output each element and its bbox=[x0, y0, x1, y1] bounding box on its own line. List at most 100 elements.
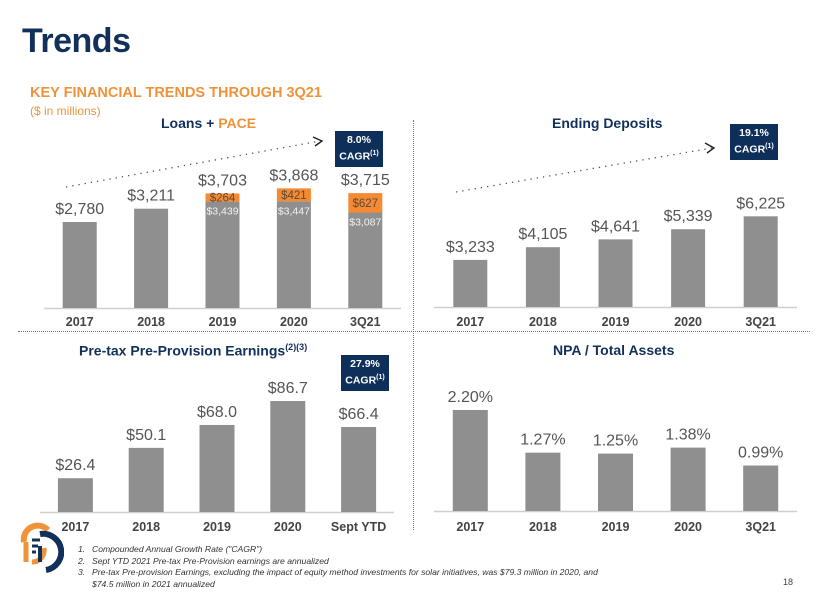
pppe-cagr-badge: 27.9% CAGR(1) bbox=[341, 355, 389, 391]
bar bbox=[743, 465, 779, 511]
pace-value-label: $264 bbox=[210, 193, 236, 205]
footnote: 3. Pre-tax Pre-provision Earnings, exclud… bbox=[78, 567, 598, 579]
value-label: $26.4 bbox=[55, 457, 95, 474]
bar-pace bbox=[276, 188, 311, 202]
bar bbox=[57, 478, 93, 512]
x-tick-label: 2017 bbox=[61, 520, 89, 534]
x-tick-label: 2018 bbox=[132, 520, 160, 534]
footnote-number: 2. bbox=[78, 555, 86, 566]
footnote-continuation: $74.5 million in 2021 annualized bbox=[92, 578, 215, 589]
x-tick-label: 2019 bbox=[602, 520, 630, 534]
section-subtitle: KEY FINANCIAL TRENDS THROUGH 3Q21 bbox=[30, 85, 322, 101]
loans-title-accent: PACE bbox=[218, 115, 257, 131]
cagr-value: 27.9% bbox=[350, 358, 380, 370]
bar bbox=[270, 401, 306, 512]
x-tick-label: 2020 bbox=[674, 315, 702, 329]
value-label: 1.27% bbox=[520, 432, 565, 449]
pace-value-label: $627 bbox=[353, 198, 379, 210]
loans-chart-title: Loans + PACE bbox=[161, 115, 256, 131]
x-tick-label: 2018 bbox=[529, 520, 557, 534]
bar bbox=[452, 409, 488, 511]
deposits-trend-arrow bbox=[455, 142, 716, 193]
x-tick-label: 2019 bbox=[209, 315, 237, 329]
bar bbox=[598, 239, 633, 307]
value-label: 2.20% bbox=[448, 389, 493, 406]
total-value-label: $3,703 bbox=[198, 172, 247, 189]
page-title: Trends bbox=[22, 22, 131, 60]
deposits-cagr-badge: 19.1% CAGR(1) bbox=[730, 124, 778, 160]
bar bbox=[670, 447, 706, 511]
pppe-title-main: Pre-tax Pre-Provision Earnings bbox=[79, 342, 286, 359]
x-tick-label: 2017 bbox=[66, 315, 94, 329]
bar bbox=[453, 259, 488, 307]
footnote-text: Compounded Annual Growth Rate ("CAGR") bbox=[92, 544, 263, 554]
value-label: $50.1 bbox=[126, 427, 166, 444]
bar bbox=[743, 216, 778, 307]
x-tick-label: 2017 bbox=[456, 315, 484, 329]
value-label: $3,233 bbox=[446, 239, 495, 256]
bar bbox=[598, 453, 633, 511]
bar bbox=[525, 247, 560, 307]
value-label: $68.0 bbox=[197, 404, 237, 421]
x-tick-label: Sept YTD bbox=[331, 520, 386, 534]
bar bbox=[341, 427, 377, 512]
value-label: 0.99% bbox=[738, 445, 783, 462]
footnote-text: Pre-tax Pre-provision Earnings, excludin… bbox=[92, 567, 598, 578]
footnote: 1. Compounded Annual Growth Rate ("CAGR") bbox=[78, 544, 598, 556]
value-label: $4,105 bbox=[518, 226, 567, 243]
bar bbox=[128, 447, 164, 512]
value-label: $66.4 bbox=[339, 406, 379, 423]
cagr-value: 8.0% bbox=[347, 134, 371, 146]
x-tick-label: 2017 bbox=[456, 520, 484, 534]
value-label: $86.7 bbox=[268, 380, 308, 397]
loans-title-main: Loans + bbox=[161, 115, 219, 131]
x-tick-label: 3Q21 bbox=[350, 315, 381, 329]
bar-loans bbox=[205, 201, 240, 308]
cagr-label: CAGR bbox=[339, 150, 371, 163]
vertical-divider bbox=[413, 120, 414, 530]
loans-trend-arrow bbox=[65, 136, 324, 188]
footnote: 2. Sept YTD 2021 Pre-tax Pre-Provision ea… bbox=[78, 556, 598, 568]
footnote-number: 1. bbox=[78, 544, 86, 554]
pppe-chart-title: Pre-tax Pre-Provision Earnings(2)(3) bbox=[79, 342, 307, 359]
loans-value-label: $3,439 bbox=[206, 206, 238, 218]
cagr-note: (1) bbox=[376, 374, 385, 381]
loans-value-label: $3,447 bbox=[278, 205, 310, 217]
total-value-label: $2,780 bbox=[55, 201, 104, 218]
cagr-label: CAGR bbox=[734, 143, 766, 156]
x-tick-label: 2020 bbox=[274, 520, 302, 534]
total-value-label: $3,211 bbox=[127, 188, 175, 205]
cagr-label: CAGR bbox=[345, 374, 377, 387]
total-value-label: $3,715 bbox=[341, 172, 390, 189]
bar-loans bbox=[276, 201, 311, 308]
loans-value-label: $3,087 bbox=[349, 217, 381, 229]
value-label: $4,641 bbox=[591, 218, 640, 235]
bar bbox=[525, 452, 561, 511]
bar-loans bbox=[134, 208, 169, 308]
loans-cagr-badge: 8.0% CAGR(1) bbox=[335, 131, 383, 167]
bar-pace bbox=[348, 193, 383, 213]
x-tick-label: 2019 bbox=[602, 315, 630, 329]
footnotes: 1. Compounded Annual Growth Rate ("CAGR")… bbox=[78, 544, 598, 590]
cagr-note: (1) bbox=[370, 150, 379, 157]
x-tick-label: 2018 bbox=[137, 315, 165, 329]
deposits-chart-title: Ending Deposits bbox=[552, 115, 663, 131]
x-tick-label: 2019 bbox=[203, 520, 231, 534]
value-label: $5,339 bbox=[664, 208, 713, 225]
bar-loans bbox=[62, 222, 97, 308]
x-tick-label: 2020 bbox=[674, 520, 702, 534]
pace-value-label: $421 bbox=[281, 190, 307, 202]
npa-chart-title: NPA / Total Assets bbox=[553, 342, 675, 358]
bar bbox=[199, 424, 235, 512]
bar bbox=[671, 229, 706, 307]
bar-pace bbox=[205, 193, 240, 202]
footnote-text: Sept YTD 2021 Pre-tax Pre-Provision earn… bbox=[92, 555, 329, 566]
company-logo bbox=[20, 522, 64, 573]
horizontal-divider bbox=[18, 331, 810, 332]
cagr-value: 19.1% bbox=[739, 127, 769, 139]
value-label: 1.38% bbox=[665, 427, 710, 444]
